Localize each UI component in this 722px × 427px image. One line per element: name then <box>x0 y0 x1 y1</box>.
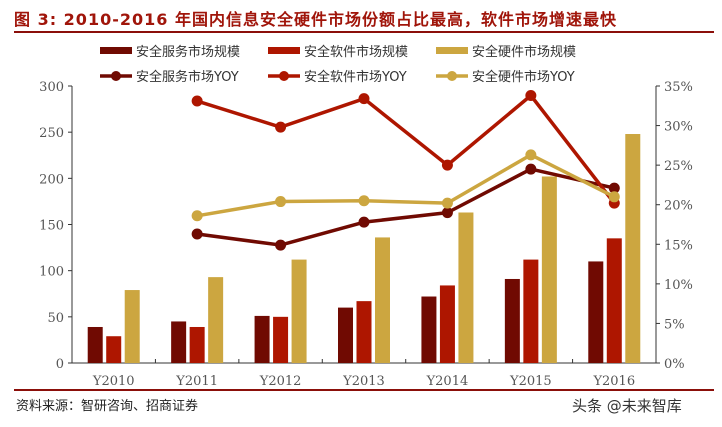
figure-title: 图 3: 2010-2016 年国内信息安全硬件市场份额占比最高，软件市场增速最… <box>14 10 617 29</box>
yoy-marker <box>275 121 287 133</box>
left-axis-label: 300 <box>39 80 64 95</box>
yoy-marker <box>275 239 287 251</box>
x-axis-label: Y2015 <box>509 374 552 389</box>
yoy-marker <box>441 159 453 171</box>
left-axis-label: 100 <box>39 265 64 280</box>
legend-label: 安全软件市场规模 <box>304 44 408 60</box>
legend-label: 安全硬件市场规模 <box>472 44 576 60</box>
bar <box>254 315 270 363</box>
left-axis-label: 250 <box>39 126 64 141</box>
legend-label: 安全服务市场规模 <box>136 44 240 60</box>
yoy-line <box>196 153 616 218</box>
yoy-marker <box>191 228 203 240</box>
yoy-marker <box>441 207 453 219</box>
legend-marker <box>111 71 121 81</box>
footer-divider <box>14 389 714 391</box>
right-axis-label: 30% <box>664 120 693 135</box>
chart-bars <box>87 134 641 363</box>
yoy-marker <box>358 93 370 105</box>
x-axis-label: Y2012 <box>259 374 302 389</box>
legend-swatch <box>100 47 132 54</box>
legend-swatch <box>436 47 468 54</box>
bar <box>189 326 205 363</box>
yoy-marker <box>275 196 287 208</box>
x-axis-label: Y2016 <box>592 374 635 389</box>
bar <box>541 176 557 363</box>
source-note: 资料来源：智研咨询、招商证券 <box>16 399 199 414</box>
yoy-marker <box>525 89 537 101</box>
right-axis-label: 25% <box>664 159 693 174</box>
left-axis-label: 50 <box>47 311 64 326</box>
left-axis-label: 0 <box>56 357 64 372</box>
right-axis-label: 10% <box>664 278 693 293</box>
left-axis-label: 200 <box>39 172 64 187</box>
bar <box>356 301 372 363</box>
right-axis-label: 15% <box>664 238 693 253</box>
title-divider <box>14 31 714 33</box>
bar <box>338 307 353 363</box>
right-axis-label: 20% <box>664 199 693 214</box>
yoy-line <box>196 167 615 247</box>
bar <box>208 277 224 363</box>
right-axis-label: 0% <box>664 357 685 372</box>
bar <box>504 278 520 363</box>
bar <box>375 237 390 363</box>
bar <box>124 290 140 363</box>
watermark: 头条 @未来智库 <box>572 397 682 415</box>
yoy-marker <box>608 182 620 194</box>
yoy-marker <box>525 149 537 161</box>
right-axis-label: 35% <box>664 80 693 95</box>
yoy-marker <box>191 210 203 222</box>
bar <box>588 261 604 363</box>
yoy-marker <box>358 216 370 228</box>
chart-lines <box>191 89 620 251</box>
bar <box>625 134 641 363</box>
yoy-marker <box>441 197 453 209</box>
bar <box>106 336 122 363</box>
yoy-marker <box>358 195 370 207</box>
bar <box>291 259 307 363</box>
x-axis-label: Y2014 <box>426 374 469 389</box>
bar <box>523 259 539 363</box>
legend-marker <box>279 71 289 81</box>
bar <box>606 238 622 363</box>
right-axis-label: 5% <box>664 317 685 332</box>
yoy-marker <box>191 95 203 107</box>
legend-label: 安全服务市场YOY <box>136 69 239 85</box>
legend-marker <box>447 71 457 81</box>
bar <box>458 212 474 363</box>
yoy-marker <box>608 191 620 203</box>
chart-axes: 0 50 100 150 200 250 300 0% 5% 10% 15% 20% 25% 30% 35%… <box>39 80 693 389</box>
legend-swatch <box>268 47 300 54</box>
x-axis-label: Y2010 <box>92 374 135 389</box>
bar <box>273 316 289 363</box>
left-axis-label: 150 <box>39 219 64 234</box>
bar <box>439 285 455 363</box>
bar <box>421 296 437 363</box>
bar <box>171 321 187 363</box>
yoy-line <box>196 93 616 205</box>
legend-label: 安全软件市场YOY <box>304 69 407 85</box>
x-axis-label: Y2013 <box>342 374 385 389</box>
legend-label: 安全硬件市场YOY <box>472 69 575 85</box>
x-axis-label: Y2011 <box>175 374 218 389</box>
yoy-marker <box>525 163 537 175</box>
bar <box>87 326 103 363</box>
